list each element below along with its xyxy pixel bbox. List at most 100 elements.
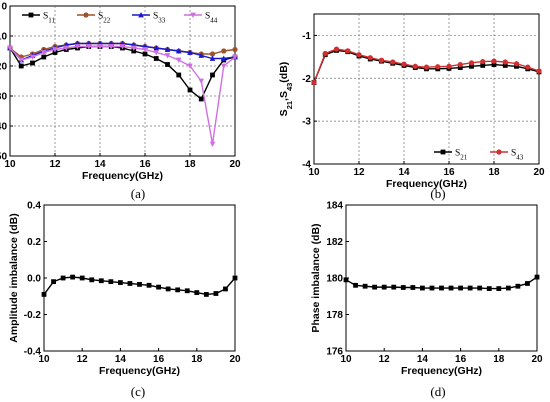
y-tick-label: 0: [1, 2, 7, 13]
y-axis-label-group: Phase imbalance (dB): [310, 223, 322, 332]
data-point: [333, 46, 340, 52]
data-point: [491, 62, 497, 67]
data-point: [198, 96, 204, 102]
data-point: [119, 44, 126, 50]
x-tick-label: 16: [153, 354, 165, 365]
data-point: [457, 65, 463, 70]
panel-label: (b): [430, 186, 445, 201]
series-S44: [7, 44, 238, 147]
data-point: [156, 284, 161, 290]
data-point: [515, 283, 521, 289]
data-point: [176, 72, 182, 78]
data-point: [232, 46, 238, 53]
data-point: [423, 64, 430, 70]
x-tick-label: 10: [308, 167, 320, 178]
legend-entry-S33: S33: [153, 12, 166, 25]
data-point: [209, 55, 216, 61]
x-tick-label: 10: [340, 354, 352, 365]
y-tick-label: 0.2: [27, 237, 41, 248]
data-point: [486, 286, 492, 291]
data-point: [353, 282, 358, 288]
data-point: [79, 275, 85, 281]
data-point: [70, 274, 76, 280]
data-point: [108, 279, 114, 285]
data-point: [175, 287, 181, 293]
plot-area: [9, 5, 236, 157]
y-tick-label: -2: [302, 74, 311, 85]
x-tick-label: 18: [488, 167, 500, 178]
data-point: [142, 51, 148, 57]
legend-entry-S21: S21: [455, 149, 468, 162]
data-point: [467, 285, 473, 291]
legend: S21 S43: [434, 149, 524, 162]
y-tick-label: 180: [326, 274, 343, 285]
data-point: [400, 285, 406, 290]
x-axis-label: Frequency(GHz): [401, 365, 482, 377]
y-axis-label: Amplitude imbalance (dB): [8, 213, 20, 343]
x-tick-label: 18: [493, 354, 505, 365]
legend-entry-S44: S44: [205, 12, 218, 25]
data-point: [198, 78, 205, 84]
data-point: [232, 275, 238, 281]
data-point: [29, 54, 36, 60]
data-point: [496, 286, 502, 291]
data-point: [372, 284, 378, 290]
data-point: [220, 55, 227, 61]
x-tick-label: 16: [455, 354, 467, 365]
data-point: [98, 278, 104, 284]
data-point: [130, 45, 137, 51]
data-point: [165, 286, 171, 292]
data-point: [322, 50, 328, 57]
data-point: [468, 60, 475, 66]
x-tick-label: 14: [94, 159, 106, 170]
plot-area: [345, 204, 538, 352]
x-axis-label: Frequency(GHz): [386, 178, 467, 190]
y-tick-label: -20: [0, 62, 7, 73]
data-point: [153, 56, 159, 61]
data-point: [210, 72, 215, 78]
x-tick-label: 18: [184, 159, 196, 170]
panel-label: (c): [131, 384, 145, 399]
data-point: [221, 48, 227, 54]
data-point: [164, 46, 171, 52]
data-point: [40, 50, 47, 56]
data-point: [203, 292, 209, 297]
chart-panel-c: 10 12 14 16 18 20 -0.4 -0.2 0.0 0.2 0.4 Frequency(G…: [8, 201, 241, 400]
plot-area: [313, 13, 540, 165]
data-point: [89, 277, 95, 283]
data-point: [367, 55, 373, 61]
y-tick-label: -3: [302, 117, 311, 128]
data-point: [175, 48, 182, 54]
legend-marker: [440, 149, 446, 155]
data-point: [153, 45, 160, 51]
x-tick-label: 14: [115, 354, 127, 365]
data-point: [187, 87, 193, 93]
data-point: [127, 281, 133, 286]
y-tick-label: -10: [0, 32, 7, 43]
data-point: [187, 63, 193, 69]
data-point: [194, 290, 200, 295]
data-point: [146, 282, 152, 288]
data-point: [435, 64, 441, 70]
data-point: [184, 288, 190, 294]
data-point: [187, 49, 193, 55]
x-tick-label: 20: [531, 354, 543, 365]
series-line-c: [41, 274, 238, 297]
x-tick-label: 12: [49, 159, 61, 170]
x-tick-label: 12: [379, 354, 391, 365]
data-point: [175, 57, 182, 63]
data-point: [525, 281, 530, 286]
x-tick-label: 14: [417, 354, 429, 365]
data-point: [480, 63, 486, 68]
data-point: [52, 47, 58, 53]
data-point: [18, 63, 24, 69]
data-point: [63, 45, 70, 51]
series-S43: [311, 46, 542, 86]
x-tick-label: 16: [443, 167, 455, 178]
data-point: [390, 59, 396, 65]
x-axis-label: Frequency(GHz): [99, 365, 180, 377]
data-point: [7, 45, 13, 51]
legend-marker: [138, 12, 144, 18]
data-point: [525, 64, 531, 70]
